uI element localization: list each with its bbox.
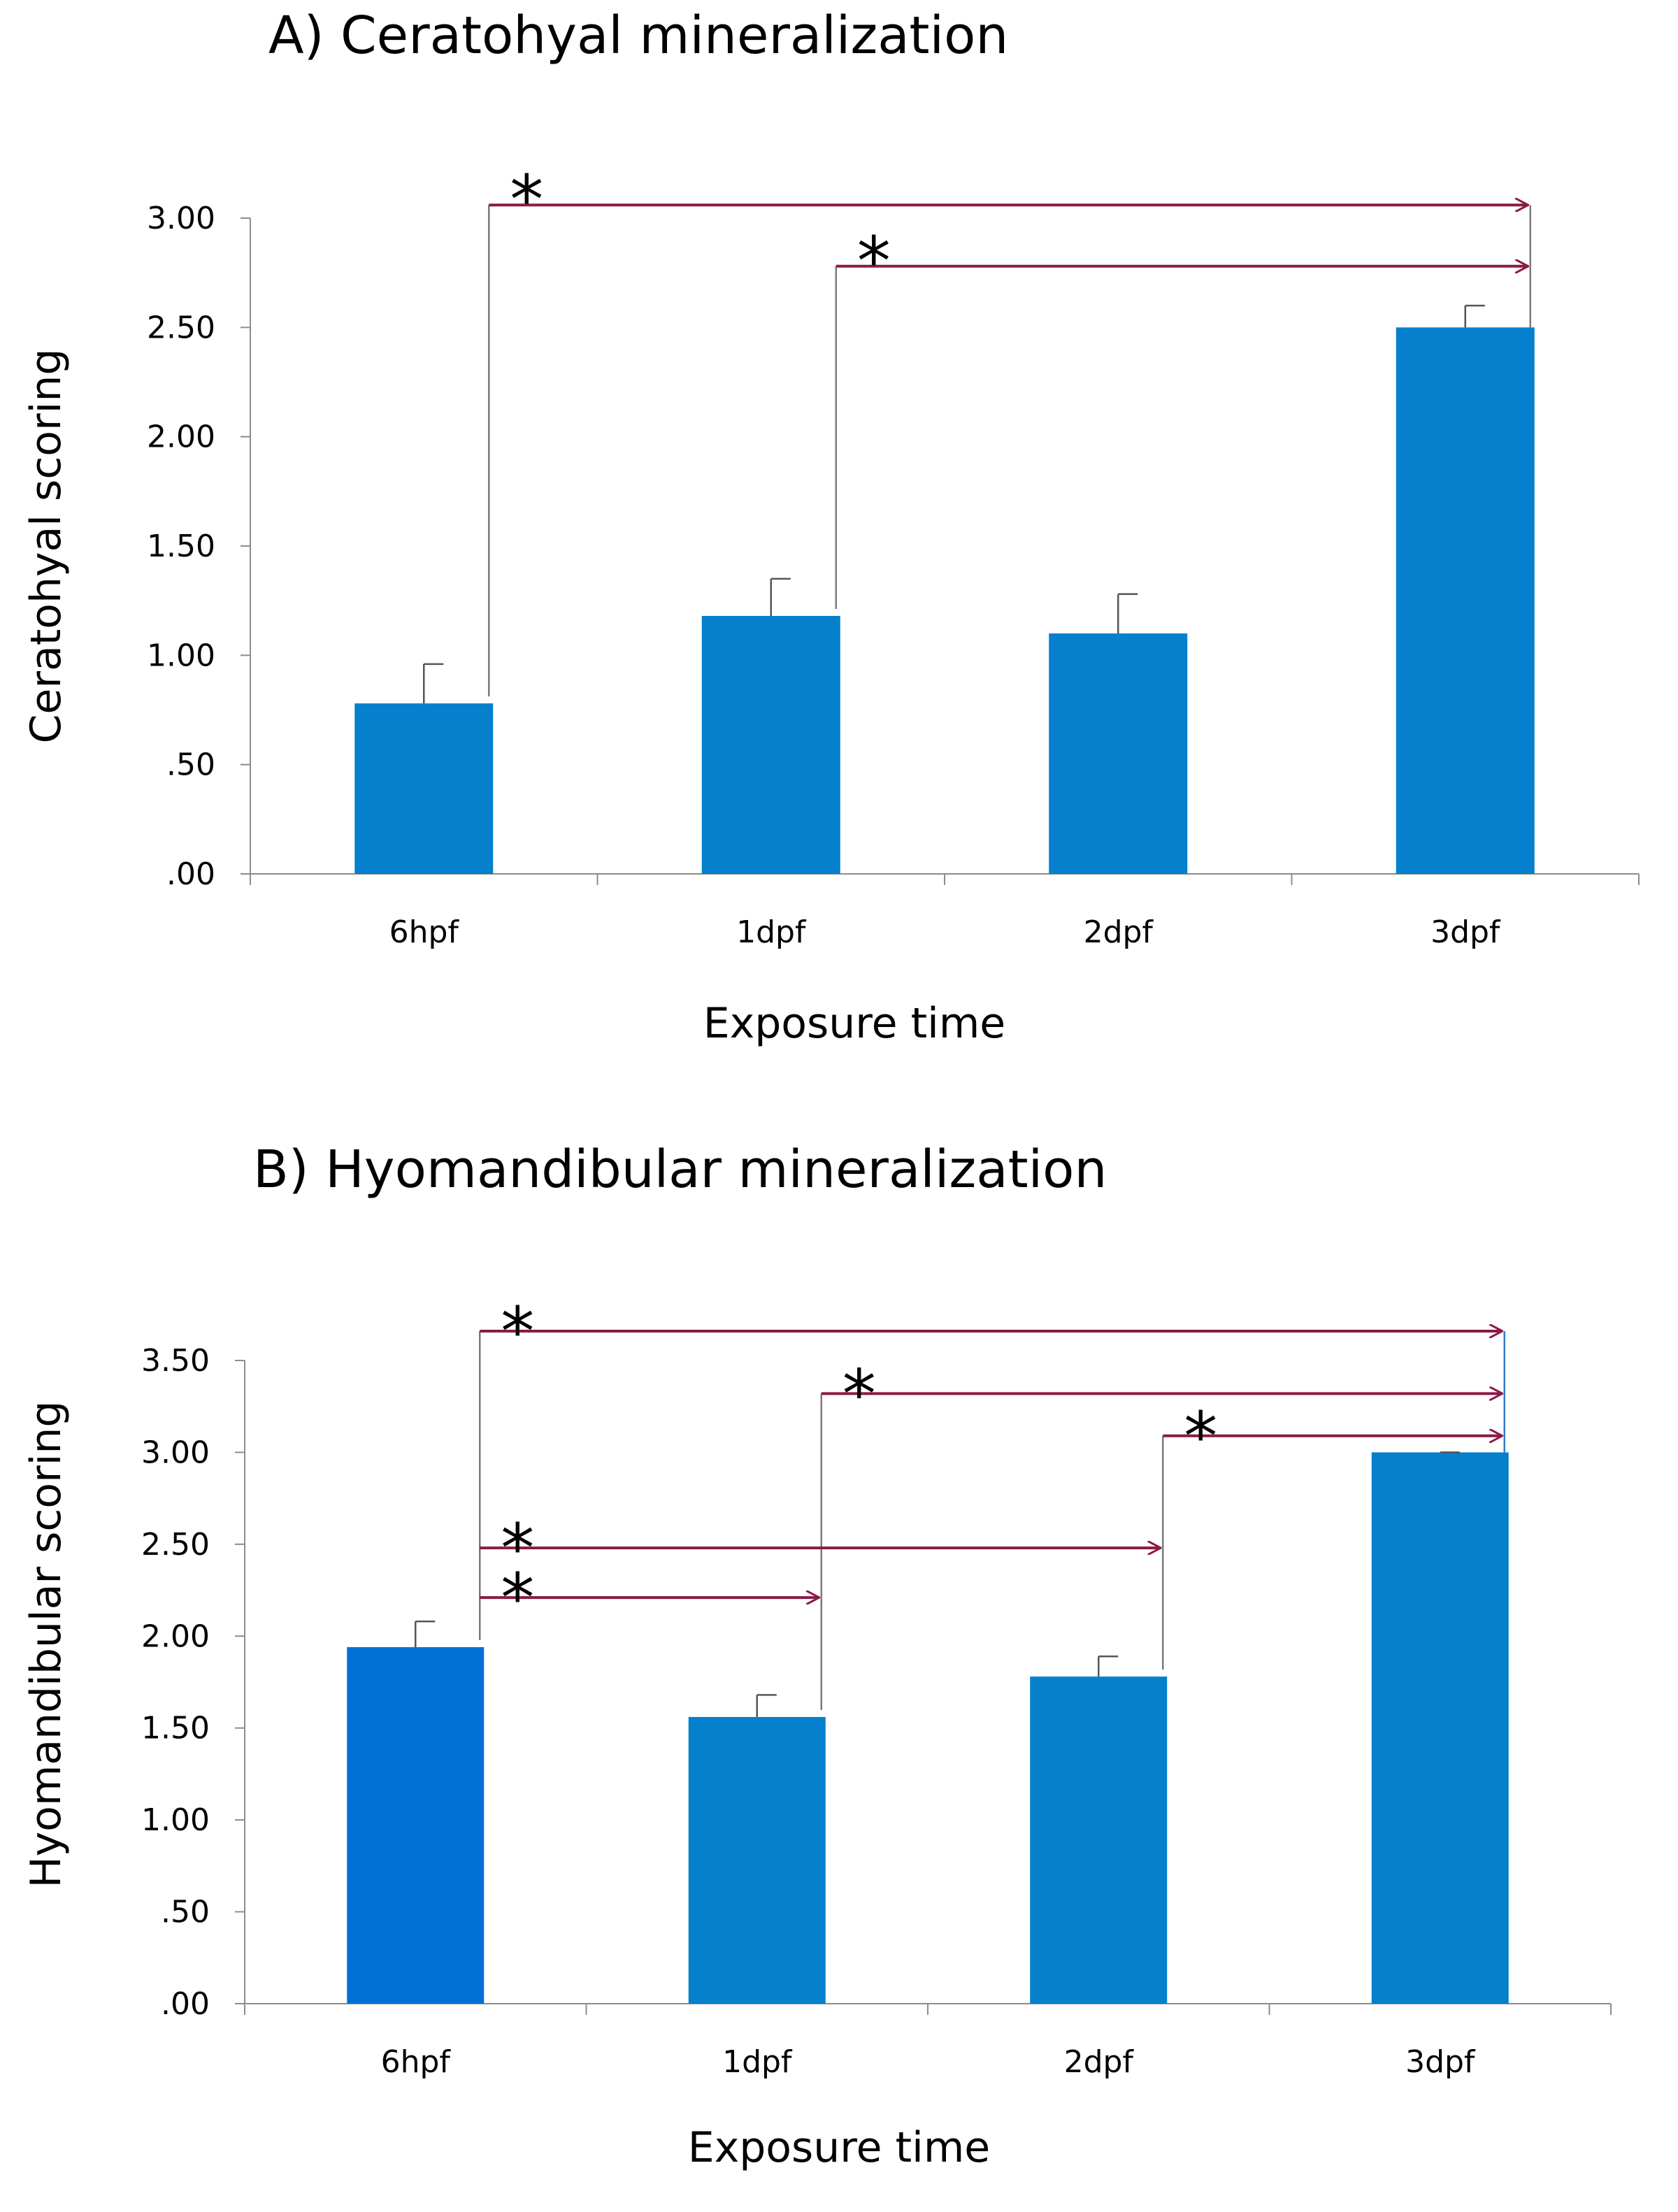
y-tick-label: .50 — [161, 1895, 210, 1930]
y-tick-label: 1.00 — [147, 638, 215, 673]
significance-star: * — [510, 161, 543, 239]
significance-star: * — [501, 1559, 534, 1637]
significance-star: * — [842, 1355, 876, 1433]
x-axis-title: Exposure time — [688, 2123, 990, 2172]
y-tick-label: 2.00 — [147, 419, 215, 455]
bar — [1049, 633, 1188, 874]
bar — [688, 1716, 826, 2004]
significance-star: * — [501, 1293, 534, 1371]
bar — [347, 1647, 485, 2004]
bar — [1371, 1452, 1509, 2004]
x-tick-label: 3dpf — [1405, 2044, 1476, 2080]
y-tick-label: 3.00 — [141, 1435, 210, 1470]
y-axis-title: Hyomandibular scoring — [22, 1400, 71, 1888]
y-tick-label: 1.50 — [141, 1711, 210, 1746]
bar — [1396, 327, 1535, 874]
y-tick-label: 1.50 — [147, 529, 215, 564]
x-tick-label: 2dpf — [1064, 2044, 1135, 2080]
y-axis-title: Ceratohyal scoring — [22, 349, 71, 744]
significance-star: * — [1184, 1398, 1217, 1476]
y-tick-label: .00 — [161, 1986, 210, 2022]
y-tick-label: 1.00 — [141, 1802, 210, 1838]
chart-title: A) Ceratohyal mineralization — [268, 6, 1008, 66]
x-axis-title: Exposure time — [703, 999, 1005, 1048]
y-tick-label: 2.00 — [141, 1618, 210, 1654]
significance-star: * — [857, 222, 891, 301]
panel-a-chart: A) Ceratohyal mineralization Exposure ti… — [22, 6, 1640, 1048]
y-tick-label: 2.50 — [147, 310, 215, 345]
bar — [1030, 1676, 1168, 2004]
x-tick-label: 6hpf — [389, 914, 460, 950]
y-tick-label: 3.50 — [141, 1343, 210, 1379]
significance-star: * — [501, 1509, 534, 1588]
panel-b-chart: B) Hyomandibular mineralization Exposure… — [22, 1140, 1612, 2172]
y-tick-label: 2.50 — [141, 1527, 210, 1563]
chart-title: B) Hyomandibular mineralization — [253, 1140, 1107, 1200]
x-tick-label: 1dpf — [736, 914, 807, 950]
x-tick-label: 1dpf — [722, 2044, 793, 2080]
x-tick-label: 6hpf — [381, 2044, 452, 2080]
y-tick-label: .50 — [166, 747, 215, 783]
y-tick-label: 3.00 — [147, 201, 215, 236]
x-tick-label: 2dpf — [1084, 914, 1154, 950]
bar — [354, 703, 494, 874]
bar — [701, 616, 840, 874]
y-tick-label: .00 — [166, 856, 215, 892]
x-tick-label: 3dpf — [1430, 914, 1501, 950]
